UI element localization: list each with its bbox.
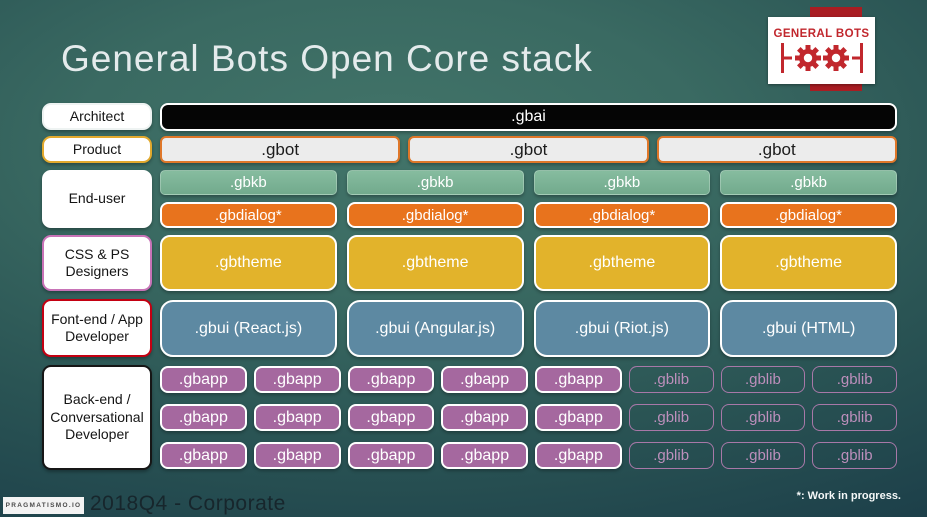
row-label-end-user: End-user (42, 170, 152, 228)
box-gblib: .gblib (812, 366, 897, 393)
box-gbkb: .gbkb (720, 170, 897, 195)
box-gbdialog: .gbdialog* (346, 202, 524, 228)
row-gbkb: .gbkb .gbkb .gbkb .gbkb (160, 170, 897, 195)
box-gbui-react: .gbui (React.js) (160, 300, 337, 357)
row-gbtheme: .gbtheme .gbtheme .gbtheme .gbtheme (160, 235, 897, 291)
row-backend-2: .gbapp .gbapp .gbapp .gbapp .gbapp .gbli… (160, 404, 897, 431)
box-gbdialog: .gbdialog* (533, 202, 711, 228)
box-gbapp: .gbapp (441, 366, 528, 393)
logo-brand-text: GENERAL BOTS (773, 27, 870, 40)
box-gbtheme: .gbtheme (720, 235, 897, 291)
box-gbapp: .gbapp (347, 366, 435, 393)
box-gbapp: .gbapp (253, 404, 341, 431)
general-bots-logo: GENERAL BOTS (768, 17, 875, 84)
box-gbapp: .gbapp (160, 404, 247, 431)
box-gbapp: .gbapp (160, 442, 247, 469)
box-gbapp: .gbapp (535, 442, 622, 469)
box-gbapp: .gbapp (253, 442, 341, 469)
box-gblib: .gblib (720, 442, 806, 469)
box-gbot: .gbot (160, 136, 401, 163)
box-gbapp: .gbapp (535, 404, 622, 431)
row-gbdialog: .gbdialog* .gbdialog* .gbdialog* .gbdial… (160, 202, 897, 228)
row-label-architect: Architect (42, 103, 152, 130)
box-gbapp: .gbapp (347, 404, 435, 431)
box-gbkb: .gbkb (346, 170, 524, 195)
box-gbui-riot: .gbui (Riot.js) (533, 300, 711, 357)
box-gbapp: .gbapp (253, 366, 341, 393)
footer-edition-text: 2018Q4 - Corporate (90, 492, 286, 515)
box-gbdialog: .gbdialog* (160, 202, 337, 228)
box-gbtheme: .gbtheme (346, 235, 524, 291)
row-label-css-ps-designers: CSS & PS Designers (42, 235, 152, 291)
box-gblib: .gblib (720, 404, 806, 431)
box-gbot: .gbot (656, 136, 897, 163)
box-gbui-html: .gbui (HTML) (720, 300, 897, 357)
box-gbot: .gbot (408, 136, 649, 163)
box-gblib: .gblib (720, 366, 806, 393)
row-gbui: .gbui (React.js) .gbui (Angular.js) .gbu… (160, 300, 897, 357)
box-gbapp: .gbapp (160, 366, 247, 393)
pragmatismo-logo-badge: PRAGMATISMO.IO (3, 497, 84, 514)
row-backend-3: .gbapp .gbapp .gbapp .gbapp .gbapp .gbli… (160, 442, 897, 469)
row-gbai: .gbai (160, 103, 897, 131)
box-gblib: .gblib (628, 366, 714, 393)
page-title: General Bots Open Core stack (61, 38, 593, 79)
row-label-backend-conversational-developer: Back-end / Conversational Developer (42, 365, 152, 470)
box-gbtheme: .gbtheme (160, 235, 337, 291)
box-gbui-angular: .gbui (Angular.js) (346, 300, 524, 357)
gears-icon (780, 42, 863, 73)
box-gbapp: .gbapp (441, 404, 528, 431)
box-gblib: .gblib (628, 442, 714, 469)
box-gbapp: .gbapp (441, 442, 528, 469)
box-gbai: .gbai (160, 103, 897, 131)
box-gbapp: .gbapp (347, 442, 435, 469)
work-in-progress-note: *: Work in progress. (796, 490, 901, 502)
box-gblib: .gblib (812, 442, 897, 469)
row-label-frontend-app-developer: Font-end / App Developer (42, 299, 152, 357)
box-gbkb: .gbkb (533, 170, 711, 195)
row-backend-1: .gbapp .gbapp .gbapp .gbapp .gbapp .gbli… (160, 366, 897, 393)
box-gbkb: .gbkb (160, 170, 337, 195)
box-gbtheme: .gbtheme (533, 235, 711, 291)
row-label-product: Product (42, 136, 152, 163)
box-gbapp: .gbapp (535, 366, 622, 393)
box-gblib: .gblib (628, 404, 714, 431)
box-gblib: .gblib (812, 404, 897, 431)
row-gbot: .gbot .gbot .gbot (160, 136, 897, 163)
box-gbdialog: .gbdialog* (720, 202, 897, 228)
